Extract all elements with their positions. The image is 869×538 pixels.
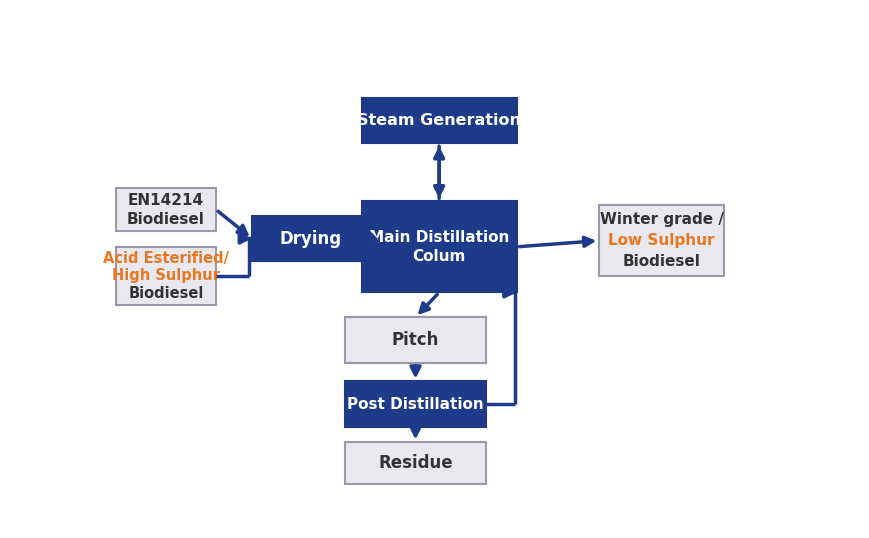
Text: Winter grade /: Winter grade / [599, 212, 723, 227]
Text: Post Distillation: Post Distillation [347, 397, 483, 412]
FancyBboxPatch shape [362, 201, 516, 292]
Text: Low Sulphur: Low Sulphur [607, 233, 714, 248]
FancyBboxPatch shape [344, 317, 486, 363]
Text: Steam Generation: Steam Generation [356, 113, 521, 128]
Text: Residue: Residue [378, 454, 453, 472]
Text: Pitch: Pitch [391, 331, 439, 349]
FancyBboxPatch shape [344, 381, 486, 427]
Text: High Sulphur: High Sulphur [112, 268, 220, 284]
FancyBboxPatch shape [116, 247, 216, 305]
Text: Acid Esterified/: Acid Esterified/ [103, 251, 229, 266]
Text: Drying: Drying [280, 230, 342, 247]
FancyBboxPatch shape [599, 206, 723, 276]
FancyBboxPatch shape [252, 216, 369, 261]
Text: Biodiesel: Biodiesel [129, 286, 203, 301]
Text: Biodiesel: Biodiesel [622, 254, 700, 270]
Text: EN14214: EN14214 [128, 193, 204, 208]
Text: Main Distillation
Colum: Main Distillation Colum [368, 230, 508, 264]
FancyBboxPatch shape [116, 188, 216, 231]
FancyBboxPatch shape [344, 442, 486, 484]
FancyBboxPatch shape [362, 98, 516, 143]
Text: Biodiesel: Biodiesel [127, 211, 205, 226]
